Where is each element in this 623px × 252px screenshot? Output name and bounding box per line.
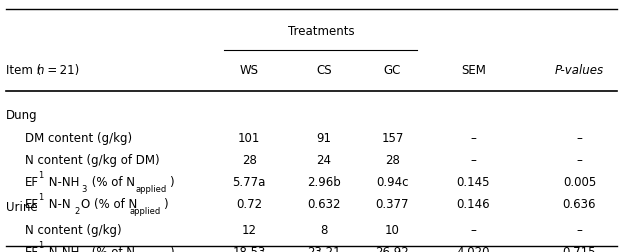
Text: WS: WS [240, 64, 259, 77]
Text: –: – [470, 132, 477, 145]
Text: n: n [36, 64, 44, 77]
Text: ): ) [169, 176, 174, 189]
Text: (% of N: (% of N [88, 176, 135, 189]
Text: 28: 28 [242, 154, 257, 167]
Text: P-values: P-values [555, 64, 604, 77]
Text: –: – [576, 154, 583, 167]
Text: 0.146: 0.146 [457, 198, 490, 211]
Text: Treatments: Treatments [288, 25, 354, 38]
Text: 157: 157 [381, 132, 404, 145]
Text: –: – [576, 132, 583, 145]
Text: = 21): = 21) [45, 64, 80, 77]
Text: 5.77a: 5.77a [232, 176, 266, 189]
Text: 91: 91 [316, 132, 331, 145]
Text: 101: 101 [238, 132, 260, 145]
Text: 24: 24 [316, 154, 331, 167]
Text: 10: 10 [385, 224, 400, 237]
Text: 1: 1 [38, 171, 43, 180]
Text: N-NH: N-NH [45, 246, 80, 252]
Text: Dung: Dung [6, 109, 38, 122]
Text: 0.005: 0.005 [563, 176, 596, 189]
Text: 23.21: 23.21 [307, 246, 341, 252]
Text: 4.020: 4.020 [457, 246, 490, 252]
Text: GC: GC [384, 64, 401, 77]
Text: applied: applied [130, 207, 161, 216]
Text: (% of N: (% of N [88, 246, 135, 252]
Text: N content (g/kg): N content (g/kg) [25, 224, 121, 237]
Text: CS: CS [316, 64, 332, 77]
Text: N-NH: N-NH [45, 176, 80, 189]
Text: 0.636: 0.636 [563, 198, 596, 211]
Text: EF: EF [25, 198, 39, 211]
Text: Item (: Item ( [6, 64, 42, 77]
Text: Urine: Urine [6, 201, 38, 214]
Text: EF: EF [25, 176, 39, 189]
Text: 0.145: 0.145 [457, 176, 490, 189]
Text: 0.715: 0.715 [563, 246, 596, 252]
Text: 8: 8 [320, 224, 328, 237]
Text: 26.92: 26.92 [376, 246, 409, 252]
Text: N-N: N-N [45, 198, 71, 211]
Text: 0.94c: 0.94c [376, 176, 409, 189]
Text: O (% of N: O (% of N [81, 198, 137, 211]
Text: N content (g/kg of DM): N content (g/kg of DM) [25, 154, 159, 167]
Text: –: – [470, 154, 477, 167]
Text: 2: 2 [74, 207, 79, 216]
Text: EF: EF [25, 246, 39, 252]
Text: 3: 3 [82, 185, 87, 194]
Text: DM content (g/kg): DM content (g/kg) [25, 132, 132, 145]
Text: 28: 28 [385, 154, 400, 167]
Text: 1: 1 [38, 241, 43, 250]
Text: SEM: SEM [461, 64, 486, 77]
Text: 0.72: 0.72 [236, 198, 262, 211]
Text: –: – [576, 224, 583, 237]
Text: 0.632: 0.632 [307, 198, 341, 211]
Text: 12: 12 [242, 224, 257, 237]
Text: ): ) [169, 246, 174, 252]
Text: 0.377: 0.377 [376, 198, 409, 211]
Text: applied: applied [136, 185, 167, 194]
Text: 1: 1 [38, 193, 43, 202]
Text: ): ) [163, 198, 168, 211]
Text: 2.96b: 2.96b [307, 176, 341, 189]
Text: 18.53: 18.53 [232, 246, 266, 252]
Text: –: – [470, 224, 477, 237]
